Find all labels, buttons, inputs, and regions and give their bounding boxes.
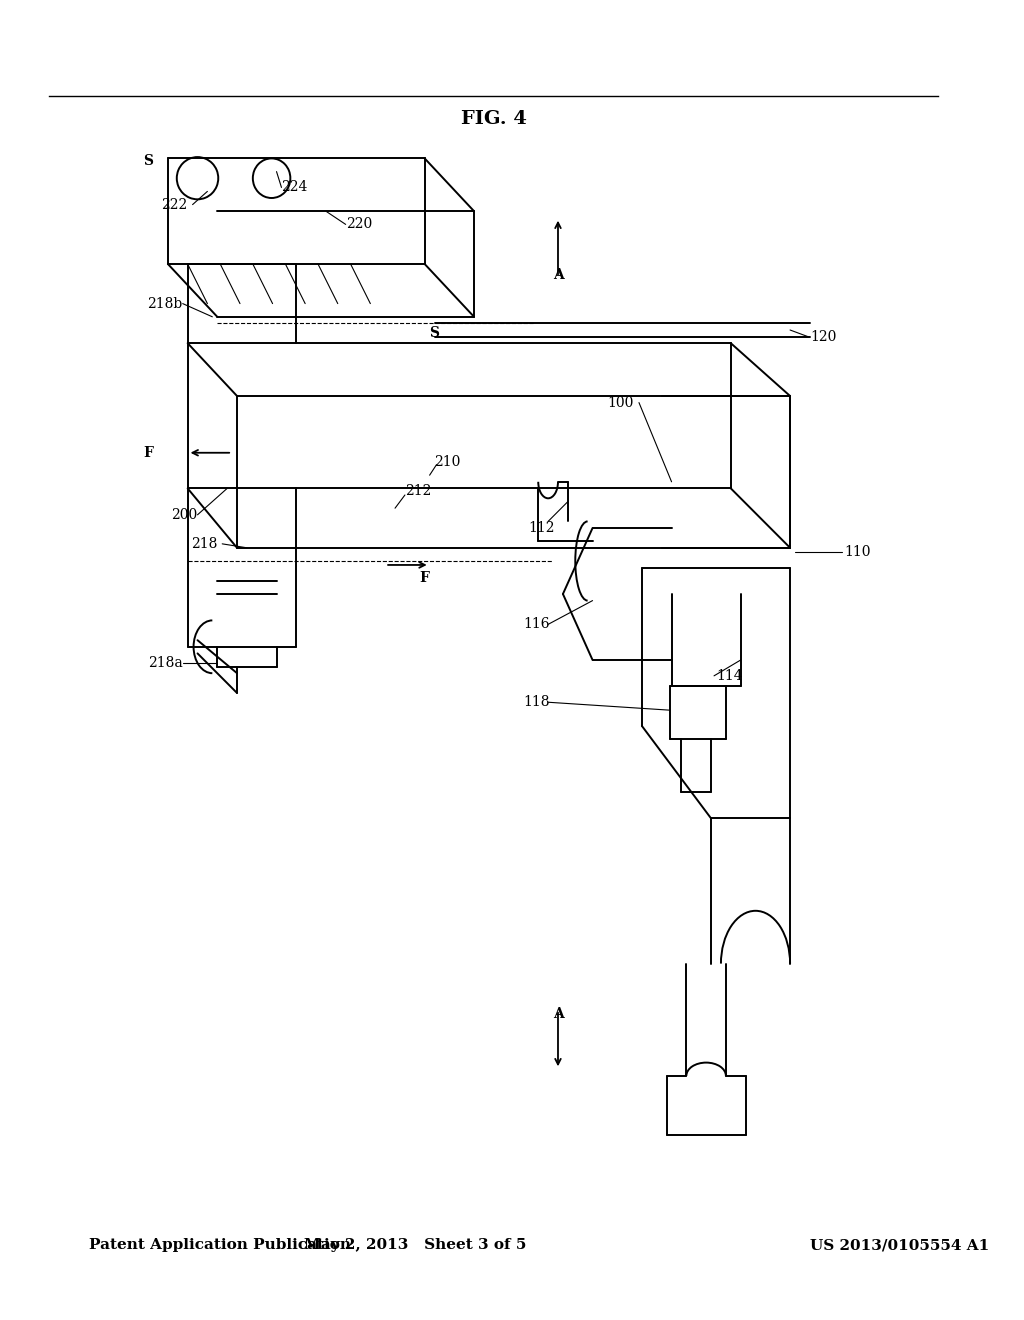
Text: S: S <box>429 326 439 339</box>
Text: FIG. 4: FIG. 4 <box>461 110 526 128</box>
Text: 118: 118 <box>523 696 550 709</box>
Text: 110: 110 <box>845 545 870 558</box>
Text: 120: 120 <box>810 330 837 343</box>
Text: 212: 212 <box>404 484 431 498</box>
Text: May 2, 2013   Sheet 3 of 5: May 2, 2013 Sheet 3 of 5 <box>303 1238 526 1253</box>
Text: 100: 100 <box>607 396 634 409</box>
Text: A: A <box>553 1007 563 1022</box>
Text: 220: 220 <box>346 218 372 231</box>
Text: 112: 112 <box>528 521 555 535</box>
Text: F: F <box>143 446 153 459</box>
Text: 218b: 218b <box>147 297 182 310</box>
Text: 222: 222 <box>162 198 187 211</box>
Text: 210: 210 <box>434 455 461 469</box>
Text: Patent Application Publication: Patent Application Publication <box>89 1238 351 1253</box>
Text: S: S <box>143 154 153 168</box>
Text: A: A <box>553 268 563 282</box>
Text: 224: 224 <box>282 181 308 194</box>
Text: 218a: 218a <box>147 656 182 669</box>
Text: 200: 200 <box>171 508 198 521</box>
Text: F: F <box>420 572 430 585</box>
Text: 114: 114 <box>716 669 742 682</box>
Text: US 2013/0105554 A1: US 2013/0105554 A1 <box>810 1238 989 1253</box>
Text: 218: 218 <box>190 537 217 550</box>
Text: 116: 116 <box>523 618 550 631</box>
